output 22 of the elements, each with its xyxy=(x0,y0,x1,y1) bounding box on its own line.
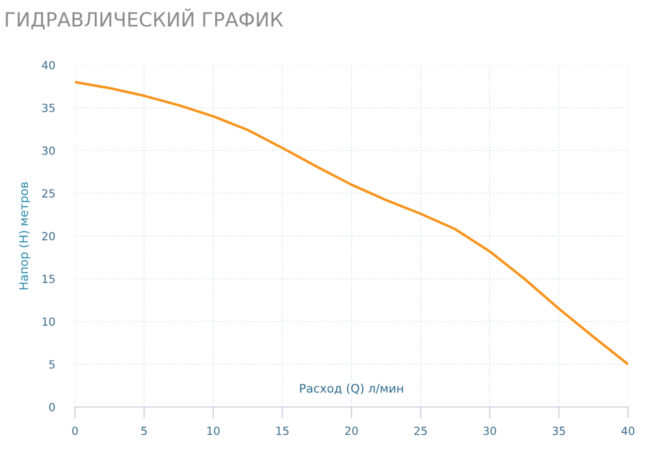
x-tick-label: 0 xyxy=(72,426,78,436)
x-tick-label: 5 xyxy=(141,426,147,436)
y-tick-label: 15 xyxy=(42,274,55,284)
x-tick-label: 35 xyxy=(552,426,565,436)
chart-title: ГИДРАВЛИЧЕСКИЙ ГРАФИК xyxy=(6,8,283,30)
y-axis-title: Напор (Н) метров xyxy=(18,182,30,290)
x-tick-label: 15 xyxy=(276,426,288,436)
x-tick-label: 10 xyxy=(207,426,220,436)
x-tick-label: 30 xyxy=(484,426,496,436)
y-tick-label: 30 xyxy=(42,146,55,155)
line-series xyxy=(75,80,628,366)
x-tick-label: 40 xyxy=(621,426,634,436)
y-tick-label: 5 xyxy=(49,360,55,369)
y-tick-label: 35 xyxy=(42,104,55,112)
y-tick-label: 10 xyxy=(42,317,55,326)
x-tick-label: 20 xyxy=(345,426,358,436)
y-tick-label: 20 xyxy=(42,232,55,240)
x-tick-label: 25 xyxy=(414,426,427,436)
y-tick-label: 40 xyxy=(42,60,55,70)
y-tick-label: 0 xyxy=(49,402,55,412)
y-tick-label: 25 xyxy=(42,189,55,198)
x-axis-title: Расход (Q) л/мин xyxy=(300,384,403,394)
